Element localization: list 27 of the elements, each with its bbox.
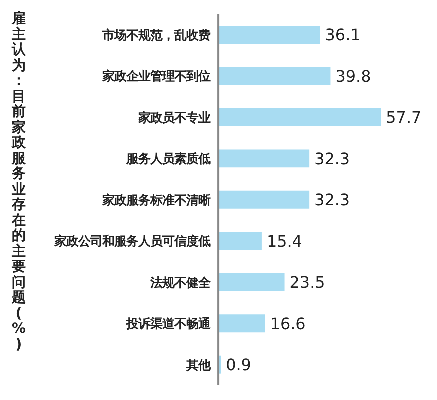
data-label: 15.4 [266,232,302,251]
y-tick-label: 市场不规范，乱收费 [102,27,211,42]
bar [218,273,285,292]
y-tick-label: 服务人员素质低 [126,151,211,166]
bar [218,314,266,333]
bar [218,108,382,126]
data-label: 57.7 [386,108,422,128]
data-label: 16.6 [270,314,306,334]
y-tick-label: 投诉渠道不畅通 [126,316,212,332]
bar [218,190,310,209]
y-tick-label: 家政公司和服务人员可信度低 [54,234,211,249]
data-label: 32.3 [314,149,350,168]
data-label: 0.9 [226,356,252,375]
y-tick-label: 家政企业管理不到位 [102,68,211,84]
data-label: 39.8 [336,66,372,86]
y-tick-label: 家政员不专业 [138,110,211,125]
bar [218,26,320,44]
chart-title: 雇主认为：目前家政服务业存在的主要问题(%) [12,11,26,352]
data-label: 36.1 [325,26,361,45]
data-label: 23.5 [290,273,326,292]
data-label: 32.3 [314,190,350,210]
bar [218,150,310,168]
y-tick-label: 其他 [186,357,212,372]
bar [218,67,331,86]
y-tick-label: 法规不健全 [150,274,212,290]
bar [218,232,262,250]
y-tick-label: 家政服务标准不清晰 [102,192,211,208]
